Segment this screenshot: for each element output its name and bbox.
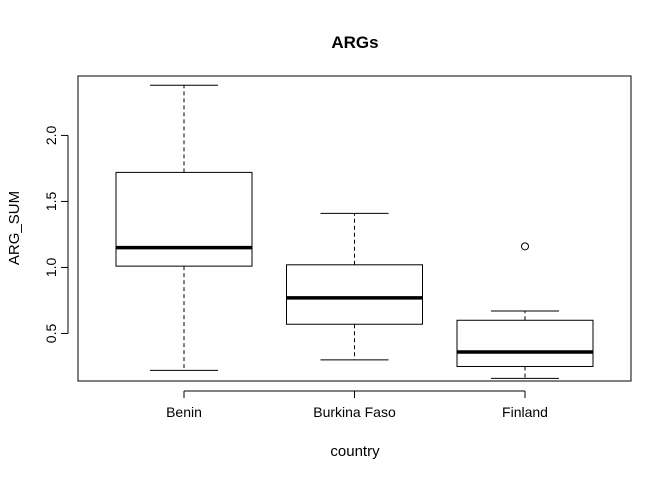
y-tick-label: 2.0 xyxy=(43,125,59,145)
box-group xyxy=(115,84,594,379)
y-tick-label: 0.5 xyxy=(43,324,59,344)
x-tick-label: Burkina Faso xyxy=(313,404,396,420)
x-tick-label: Finland xyxy=(502,404,548,420)
box-finland xyxy=(456,242,594,379)
box-benin xyxy=(115,84,253,371)
y-axis-label: ARG_SUM xyxy=(6,191,23,265)
x-tick-label: Benin xyxy=(166,404,202,420)
chart-title: ARGs xyxy=(331,33,378,52)
iqr-box xyxy=(115,171,253,267)
x-axis-label: country xyxy=(330,443,380,460)
y-axis: 0.5 1.0 1.5 2.0 xyxy=(43,125,69,344)
iqr-box xyxy=(286,264,423,325)
y-tick-label: 1.5 xyxy=(43,191,59,211)
x-axis: Benin Burkina Faso Finland xyxy=(166,390,548,420)
outlier-point xyxy=(521,242,529,251)
plot-frame xyxy=(77,75,632,382)
y-tick-label: 1.0 xyxy=(43,258,59,278)
iqr-box xyxy=(456,319,594,367)
box-burkina-faso xyxy=(286,212,423,361)
